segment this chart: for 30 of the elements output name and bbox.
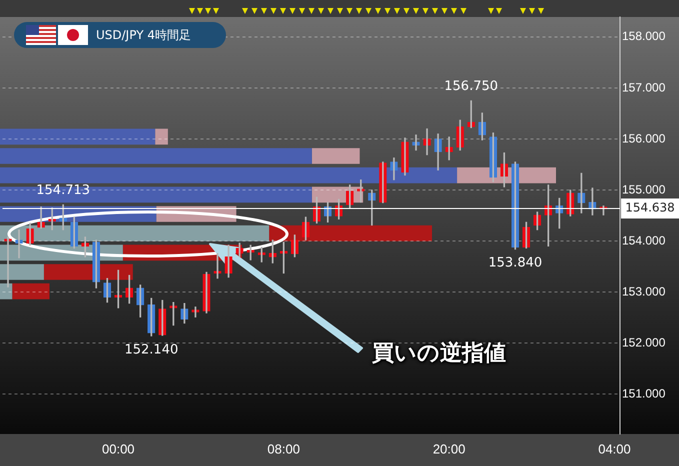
y-tick-label: 152.000: [622, 335, 666, 350]
bar: [0, 283, 12, 300]
bar: [0, 148, 312, 164]
y-tick-label: 155.000: [622, 182, 666, 196]
annotation: 買いの逆指値: [372, 340, 506, 368]
x-tick-label: 04:00: [598, 441, 631, 456]
bar: [155, 128, 168, 145]
bar: [0, 128, 156, 145]
y-tick-label: 154.000: [622, 233, 666, 248]
y-tick-label: 157.000: [622, 80, 666, 94]
x-tick-label: 00:00: [102, 441, 135, 456]
annotation: 153.840: [488, 256, 542, 271]
candlestick: [4, 236, 12, 288]
y-tick-label: 151.000: [622, 386, 666, 400]
bar: [0, 264, 44, 280]
annotation: 152.140: [124, 342, 178, 358]
text: USD/JPY 4時間足: [96, 26, 191, 44]
y-tick-label: 153.000: [622, 284, 666, 298]
bar: [12, 283, 50, 300]
candlestick: [192, 306, 200, 318]
ref-line-label: 154.638: [625, 200, 675, 215]
candlestick: [170, 302, 178, 326]
y-tick-label: 158.000: [622, 29, 666, 44]
y-tick-label: 156.000: [622, 131, 666, 146]
annotation: 154.713: [36, 183, 90, 198]
x-tick-label: 08:00: [267, 441, 300, 456]
x-tick-label: 20:00: [432, 441, 466, 456]
annotation: 156.750: [444, 79, 498, 94]
bar: [312, 148, 360, 164]
candlestick: [357, 179, 365, 203]
